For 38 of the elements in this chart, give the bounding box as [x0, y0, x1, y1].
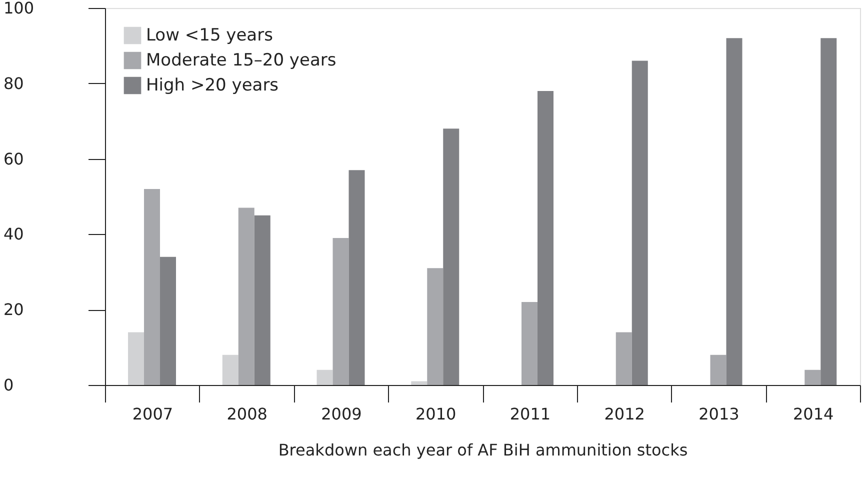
legend-label: High >20 years [146, 76, 279, 96]
bar [332, 238, 349, 385]
x-tick-label: 2010 [415, 404, 456, 424]
bar [522, 302, 538, 385]
bar [348, 170, 365, 385]
x-tick-label: 2011 [510, 404, 551, 424]
bar [411, 381, 428, 385]
bar [710, 354, 726, 385]
bar [144, 188, 160, 385]
bar [222, 354, 238, 385]
y-tick-label: 100 [4, 0, 34, 18]
bar [427, 268, 444, 385]
bar [804, 370, 821, 385]
bar [632, 60, 648, 385]
bar [820, 38, 837, 385]
x-axis-title: Breakdown each year of AF BiH ammunition stocks [278, 440, 688, 460]
bar [616, 332, 632, 385]
legend-label: Low <15 years [146, 26, 274, 46]
y-tick-label: 0 [4, 376, 14, 394]
bar [538, 90, 554, 385]
x-tick-label: 2008 [226, 404, 268, 424]
bar [316, 370, 333, 385]
y-tick-label: 20 [4, 300, 24, 320]
x-tick-label: 2009 [321, 404, 362, 424]
x-tick-label: 2007 [132, 404, 174, 424]
bar [443, 128, 460, 385]
bar [128, 332, 144, 385]
legend-label: Moderate 15–20 years [146, 50, 336, 70]
x-tick-label: 2013 [698, 404, 740, 424]
bar [726, 38, 742, 385]
bar [238, 208, 254, 385]
bar [160, 256, 176, 385]
y-tick-label: 80 [4, 74, 24, 93]
x-tick-label: 2014 [792, 404, 834, 424]
y-tick-label: 60 [4, 149, 24, 168]
bar [254, 215, 270, 385]
y-tick-label: 40 [4, 224, 24, 244]
x-tick-label: 2012 [604, 404, 645, 424]
